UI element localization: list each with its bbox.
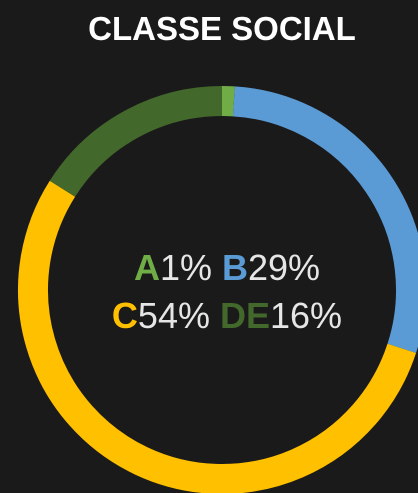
donut-segment	[18, 180, 417, 493]
chart-title: CLASSE SOCIAL	[88, 10, 356, 47]
legend-value: 54%	[138, 295, 210, 336]
legend-category: DE	[220, 295, 270, 336]
legend-value: 29%	[248, 247, 320, 288]
legend-line: C54% DE16%	[112, 295, 342, 336]
legend-value: 1%	[160, 247, 212, 288]
legend-line: A1% B29%	[134, 247, 320, 288]
legend-category: A	[134, 247, 160, 288]
legend-value: 16%	[270, 295, 342, 336]
donut-segment	[232, 86, 418, 354]
legend-category: C	[112, 295, 138, 336]
legend-category: B	[222, 247, 248, 288]
donut	[18, 86, 418, 493]
donut-segment	[49, 86, 223, 197]
